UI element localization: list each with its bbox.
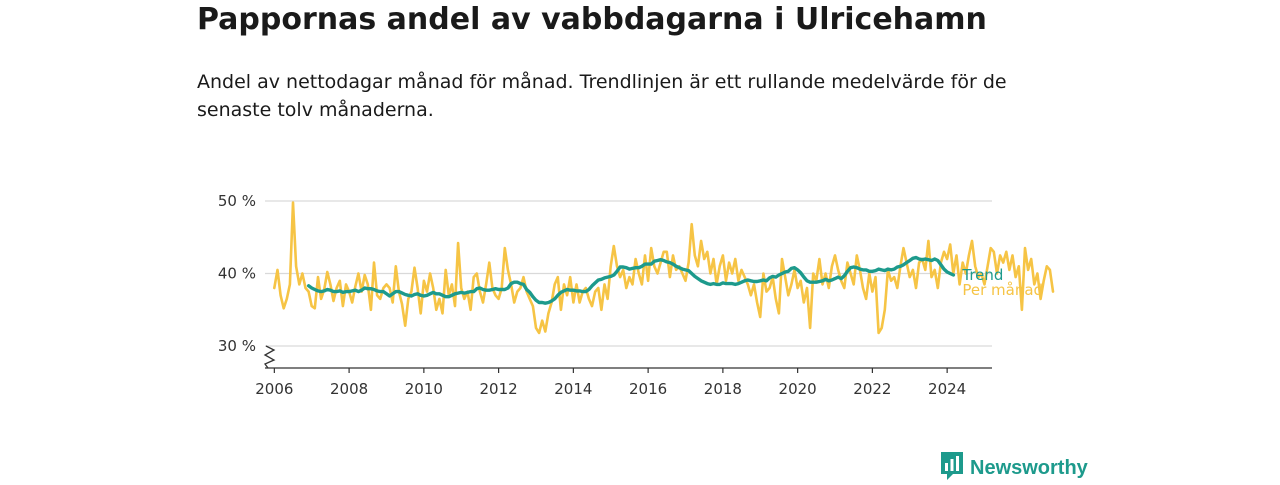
x-tick-label: 2016 xyxy=(629,380,667,398)
x-tick-label: 2006 xyxy=(255,380,293,398)
x-tick-label: 2020 xyxy=(779,380,817,398)
newsworthy-brand-name: Newsworthy xyxy=(970,456,1088,479)
legend-label-trend: Trend xyxy=(961,266,1003,284)
axis-break-icon xyxy=(263,345,276,369)
page-title: Pappornas andel av vabbdagarna i Ulriceh… xyxy=(197,2,987,37)
x-tick-label: 2018 xyxy=(704,380,742,398)
x-tick-label: 2012 xyxy=(480,380,518,398)
y-tick-label: 50 % xyxy=(218,192,256,210)
trend-line xyxy=(306,255,956,305)
y-tick-label: 40 % xyxy=(218,265,256,283)
x-tick-labels: 2006 2008 2010 2012 2014 2016 2018 2020 2022 2024 xyxy=(255,380,966,398)
y-grid xyxy=(265,200,992,347)
x-tick-label: 2024 xyxy=(928,380,966,398)
x-tick-label: 2022 xyxy=(853,380,891,398)
x-tick-label: 2014 xyxy=(554,380,592,398)
monthly-line xyxy=(272,201,1055,335)
page-subtitle: Andel av nettodagar månad för månad. Tre… xyxy=(197,71,1007,121)
legend-label-monthly: Per månad xyxy=(962,281,1043,299)
x-tick-label: 2008 xyxy=(330,380,368,398)
x-tick-label: 2010 xyxy=(405,380,443,398)
y-tick-label: 30 % xyxy=(218,337,256,355)
y-tick-labels: 30 % 40 % 50 % xyxy=(218,192,256,355)
x-axis xyxy=(263,345,992,373)
newsworthy-logo-icon xyxy=(940,451,964,485)
newsworthy-brand[interactable]: Newsworthy xyxy=(940,451,1088,485)
series-lines xyxy=(272,201,1055,335)
